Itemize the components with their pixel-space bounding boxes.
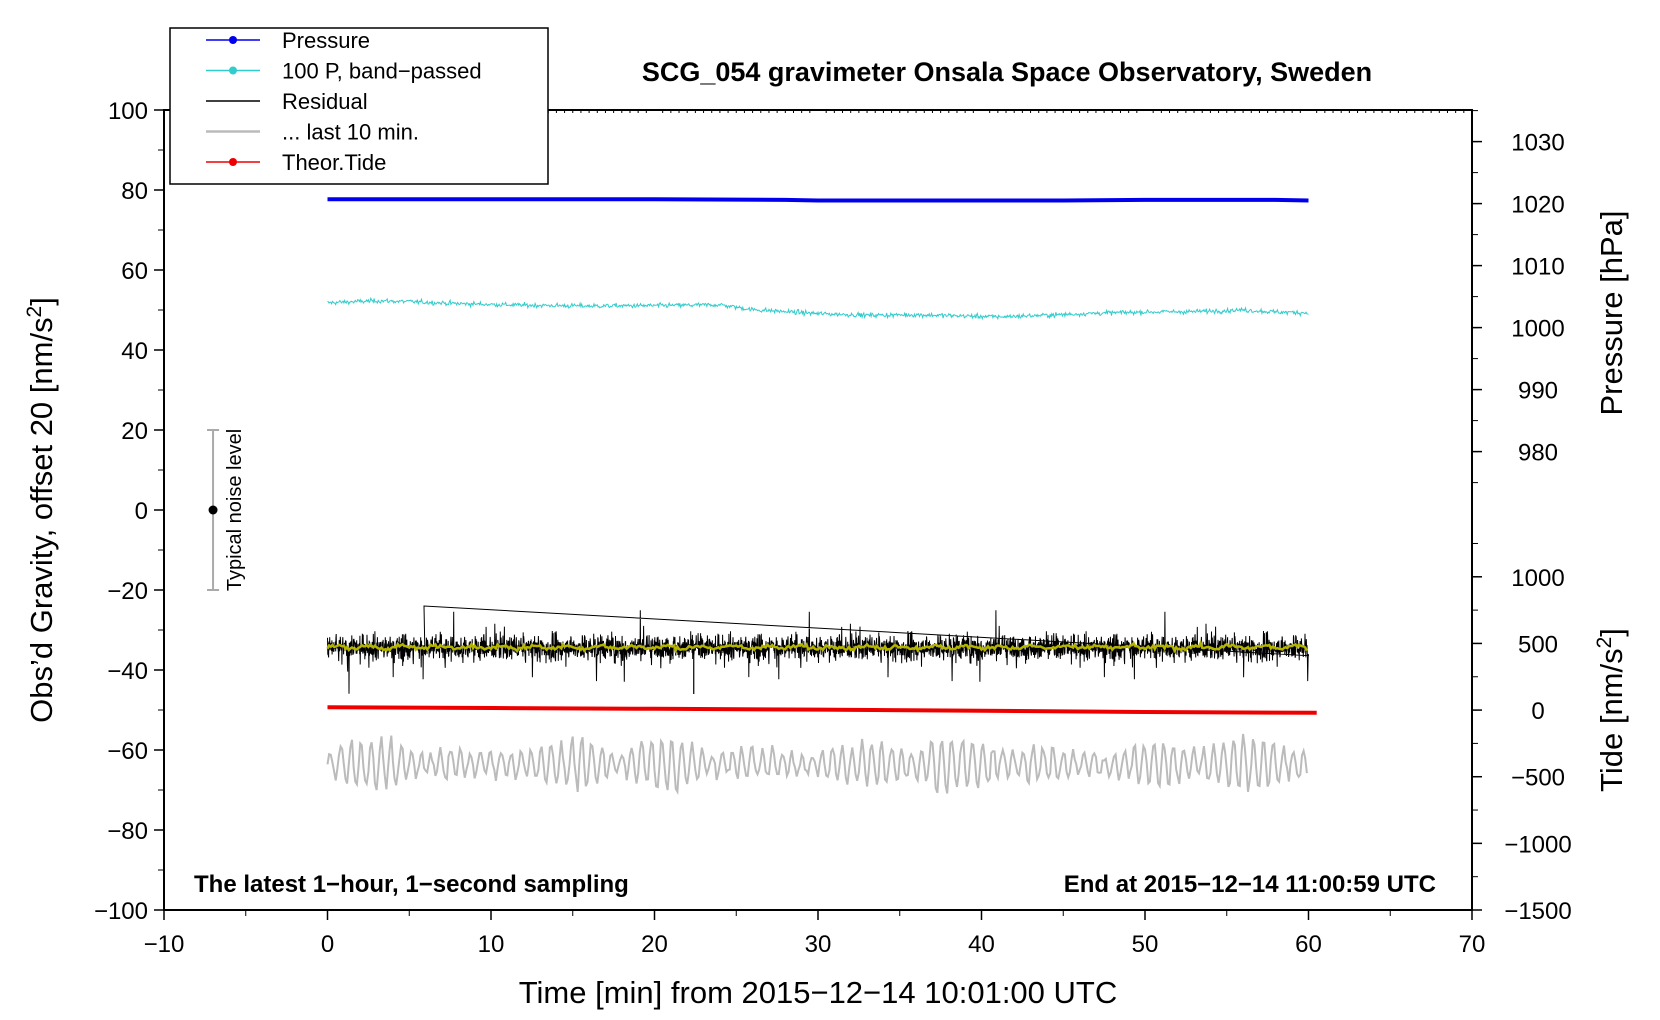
y-tick-label: 20 (121, 418, 148, 445)
series-layer (326, 197, 1317, 795)
x-tick-label: 10 (478, 931, 505, 958)
x-tick-label: 0 (321, 931, 334, 958)
noise-bar-label: Typical noise level (224, 429, 246, 591)
chart-title: SCG_054 gravimeter Onsala Space Observat… (642, 57, 1372, 87)
y-tick-label: 80 (121, 178, 148, 205)
legend-label: Theor.Tide (282, 150, 386, 175)
pressure-tick-label: 1030 (1511, 130, 1564, 157)
tide-tick-label: −1000 (1504, 831, 1571, 858)
tide-tick-label: 500 (1518, 631, 1558, 658)
legend-marker (229, 36, 237, 44)
pressure-tick-label: 1000 (1511, 316, 1564, 343)
noise-bar: Typical noise level (207, 429, 246, 591)
legend-label: 100 P, band−passed (282, 59, 482, 84)
x-axis-label: Time [min] from 2015−12−14 10:01:00 UTC (519, 975, 1118, 1010)
x-tick-label: 30 (805, 931, 832, 958)
tide-tick-label: 0 (1531, 698, 1544, 725)
annotation-sampling: The latest 1−hour, 1−second sampling (194, 871, 629, 898)
x-tick-label: 40 (968, 931, 995, 958)
y-tick-label: −20 (107, 578, 148, 605)
tide-tick-label: 1000 (1511, 565, 1564, 592)
tide-tick-label: −500 (1511, 765, 1565, 792)
pressure-tick-label: 1010 (1511, 254, 1564, 281)
residual-smoothed-series (326, 639, 1309, 654)
tide-tick-label: −1500 (1504, 898, 1571, 925)
pressure-axis-label: Pressure [hPa] (1594, 210, 1629, 415)
x-tick-label: −10 (144, 931, 185, 958)
y-tick-label: 0 (135, 498, 148, 525)
noise-bar-center (208, 505, 218, 515)
y-tick-label: −80 (107, 818, 148, 845)
pressure-tick-label: 980 (1518, 440, 1558, 467)
legend-marker (229, 66, 237, 75)
theoretical-tide-series (327, 705, 1317, 715)
axes-layer: −10 0 10 20 30 40 50 60 70−100−80−60−40−20020406… (94, 98, 1629, 958)
y-tick-label: −60 (107, 738, 148, 765)
y-tick-label: 40 (121, 338, 148, 365)
x-tick-label: 50 (1132, 931, 1159, 958)
legend-marker (229, 158, 237, 166)
legend-label: Pressure (282, 28, 370, 53)
last-10-min-series (326, 733, 1308, 795)
x-tick-label: 60 (1295, 931, 1322, 958)
annotation-end-time: End at 2015−12−14 11:00:59 UTC (1064, 871, 1436, 898)
tide-axis-label: Tide [nm/s2] (1593, 628, 1629, 792)
legend-label: ... last 10 min. (282, 120, 419, 145)
pressure-tick-label: 990 (1518, 378, 1558, 405)
plot-frame (163, 109, 1473, 911)
y-tick-label: 60 (121, 258, 148, 285)
bandpassed-pressure-series (327, 296, 1309, 321)
pressure-tick-label: 1020 (1511, 192, 1564, 219)
x-tick-label: 70 (1459, 931, 1486, 958)
legend: Pressure 100 P, band−passed Residual ... la… (169, 27, 549, 185)
y-tick-label: −100 (94, 898, 148, 925)
y-tick-label: −40 (107, 658, 148, 685)
x-tick-label: 20 (641, 931, 668, 958)
legend-label: Residual (282, 89, 368, 114)
pressure-series (327, 197, 1309, 203)
y-tick-label: 100 (108, 98, 148, 125)
y-axis-label: Obs’d Gravity, offset 20 [nm/s2] (23, 297, 59, 723)
